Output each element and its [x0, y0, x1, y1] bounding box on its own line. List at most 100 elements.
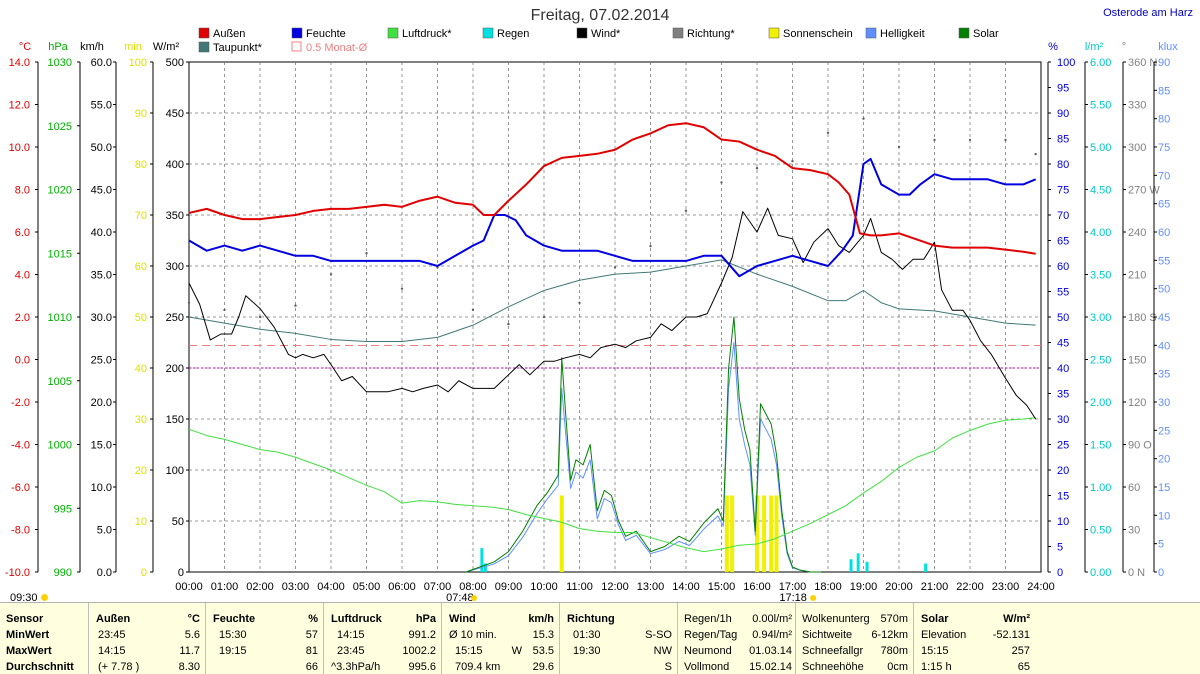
- right-axis-unit: %: [1048, 41, 1058, 53]
- stats-feuchte-unit: %: [308, 613, 318, 625]
- stats-neumond: 01.03.14: [749, 645, 792, 657]
- stats-wind-max: 53.5: [532, 645, 554, 657]
- right-tick-label: 45: [1057, 338, 1069, 350]
- aussen-line: [188, 122, 1036, 255]
- stats-wolken-label: Wolkenunterg: [802, 613, 870, 625]
- left-tick-label: 990: [54, 567, 72, 579]
- legend-swatch: [198, 27, 210, 39]
- direction-point: [187, 301, 191, 305]
- stats-feuchte-min: 57: [305, 629, 318, 641]
- left-axis-unit: °C: [19, 41, 31, 53]
- stats-col-luftdruck: Luftdruck hPa 14:15 23:45 ^3.3hPa/h 991.…: [323, 603, 442, 674]
- sunshine-bar: [559, 495, 564, 572]
- right-tick-label: 0 N: [1128, 567, 1145, 579]
- plot-area: [187, 61, 1042, 573]
- left-tick-label: 20: [135, 465, 147, 477]
- x-tick-label: 13:00: [637, 581, 665, 593]
- axes: 00:00 01:00 02:00 03:00 04:00 05:00 06:00 07:00…: [5, 41, 1178, 602]
- stats-richtung-max: NW: [653, 645, 672, 657]
- statistics-table: Sensor MinWert MaxWert Durchschnitt Auße…: [0, 602, 1200, 674]
- x-tick-label: 21:00: [921, 581, 949, 593]
- rain-bar: [865, 561, 869, 572]
- right-tick-label: 30: [1128, 525, 1140, 537]
- right-tick-label: 5: [1057, 542, 1063, 554]
- stats-luftdruck-avg: 995.6: [408, 661, 436, 673]
- legend-swatch: [198, 41, 210, 53]
- x-tick-label: 22:00: [956, 581, 984, 593]
- right-tick-label: 50: [1158, 284, 1170, 296]
- right-tick-label: 20: [1057, 465, 1069, 477]
- left-tick-label: 150: [166, 414, 184, 426]
- right-tick-label: 3.00: [1090, 312, 1111, 324]
- direction-point: [542, 315, 546, 319]
- left-tick-label: 14.0: [9, 57, 30, 69]
- rain-bar: [856, 553, 860, 572]
- x-tick-label: 03:00: [282, 581, 310, 593]
- stats-aussen-header: Außen: [96, 613, 131, 625]
- left-tick-label: 60: [135, 261, 147, 273]
- left-tick-label: 40: [135, 363, 147, 375]
- left-tick-label: 450: [166, 108, 184, 120]
- sunshine-bar: [774, 495, 779, 572]
- stats-sicht: 6-12km: [871, 629, 908, 641]
- left-tick-label: 1030: [48, 57, 72, 69]
- legend-swatch: [865, 27, 877, 39]
- x-tick-label: 15:00: [708, 581, 736, 593]
- left-tick-label: -6.0: [11, 482, 30, 494]
- stats-wind-max-dir: W: [511, 645, 522, 657]
- stats-row-avg: Durchschnitt: [6, 661, 74, 673]
- stats-aussen-max: 11.7: [179, 645, 200, 657]
- left-tick-label: 40.0: [91, 227, 112, 239]
- direction-point: [968, 138, 972, 142]
- legend-label: Solar: [973, 28, 999, 40]
- stats-elevation: -52.131: [992, 629, 1030, 641]
- stats-col-regen: Regen/1h Regen/Tag Neumond Vollmond 0.00…: [677, 603, 796, 674]
- legend-label: 0.5 Monat-Ø: [306, 42, 368, 54]
- direction-point: [1034, 152, 1037, 156]
- right-tick-label: 60: [1128, 482, 1140, 494]
- x-tick-label: 12:00: [601, 581, 629, 593]
- right-tick-label: 1.50: [1090, 440, 1111, 452]
- right-tick-label: 70: [1158, 170, 1170, 182]
- right-tick-label: 2.00: [1090, 397, 1111, 409]
- right-tick-label: 35: [1057, 389, 1069, 401]
- left-tick-label: -10.0: [5, 567, 30, 579]
- direction-point: [862, 117, 865, 120]
- left-tick-label: 250: [166, 312, 184, 324]
- right-tick-label: 50: [1057, 312, 1069, 324]
- right-tick-label: 90: [1057, 108, 1069, 120]
- x-tick-label: 09:00: [495, 581, 523, 593]
- right-tick-label: 120: [1128, 397, 1146, 409]
- x-tick-label: 01:00: [211, 581, 239, 593]
- stats-wind-distance: 709.4 km: [455, 661, 501, 673]
- left-tick-label: 0.0: [97, 567, 112, 579]
- direction-point: [471, 308, 475, 312]
- right-tick-label: 20: [1158, 454, 1170, 466]
- legend-label: Luftdruck*: [402, 28, 452, 40]
- x-tick-label: 17:00: [779, 581, 807, 593]
- left-tick-label: 350: [166, 210, 184, 222]
- stats-schneehoehe: 0cm: [887, 661, 908, 673]
- x-tick-label: 06:00: [388, 581, 416, 593]
- x-tick-label: 10:00: [530, 581, 558, 593]
- rain-bar: [483, 563, 487, 572]
- left-tick-label: 70: [135, 210, 147, 222]
- left-tick-label: 30.0: [91, 312, 112, 324]
- right-tick-label: 90 O: [1128, 440, 1152, 452]
- left-tick-label: 25.0: [91, 355, 112, 367]
- left-tick-label: 2.0: [15, 312, 30, 324]
- sunset-label: 17:18: [779, 592, 807, 602]
- right-axis-unit: l/m²: [1085, 41, 1104, 53]
- left-tick-label: 20.0: [91, 397, 112, 409]
- left-tick-label: 0.0: [15, 355, 30, 367]
- x-tick-label: 00:00: [175, 581, 203, 593]
- stats-regen-tag-label: Regen/Tag: [684, 629, 738, 641]
- stats-luftdruck-max-time: 23:45: [337, 645, 365, 657]
- stats-richtung-avg: S: [664, 661, 672, 673]
- legend-label: Feuchte: [306, 28, 346, 40]
- right-tick-label: 100: [1057, 57, 1075, 69]
- stats-aussen-min: 5.6: [184, 629, 200, 641]
- stats-luftdruck-unit: hPa: [415, 613, 436, 625]
- location-label: Osterode am Harz: [1103, 7, 1193, 19]
- right-tick-label: 6.00: [1090, 57, 1111, 69]
